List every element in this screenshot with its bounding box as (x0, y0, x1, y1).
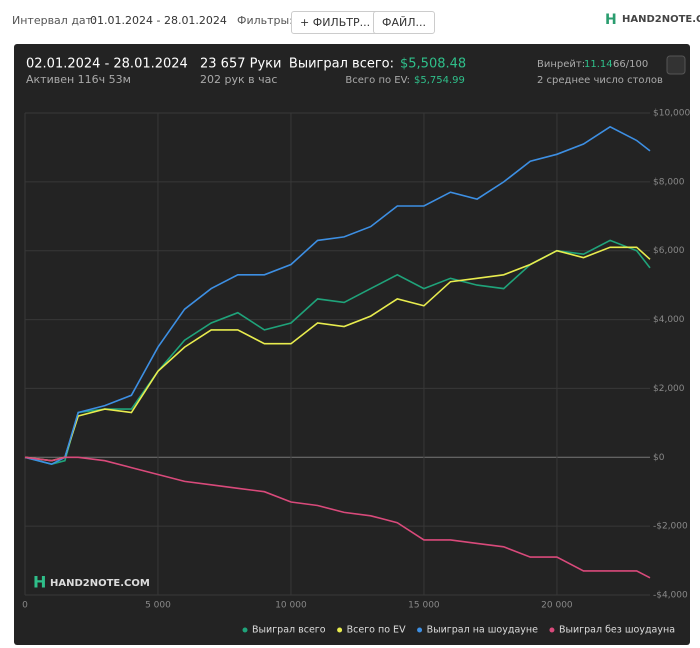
legend-marker (549, 627, 555, 633)
date-picker[interactable]: 01.01.2024 - 28.01.2024 (90, 14, 227, 27)
filter-button[interactable]: + ФИЛЬТР... (291, 11, 380, 34)
winrate-unit: 66/100 (613, 59, 648, 70)
tables: 2 среднее число столов (537, 75, 663, 86)
file-button-text: ФАЙЛ... (382, 16, 426, 29)
x-tick-label: 10 000 (275, 601, 307, 611)
series-line (24, 125, 651, 466)
y-tick-label: $2,000 (653, 384, 685, 394)
period: 02.01.2024 - 28.01.2024 (26, 57, 188, 72)
y-tick-label: $8,000 (653, 177, 685, 187)
y-tick-label: $10,000 (653, 109, 690, 119)
series-line (24, 456, 651, 579)
filters-label: Фильтры: (237, 14, 293, 27)
panel (14, 44, 690, 645)
ev-value: $5,754.99 (414, 75, 465, 86)
winrate-label: Винрейт: (537, 59, 585, 70)
won-label: Выиграл всего: (289, 57, 394, 72)
logo-icon: H (605, 12, 617, 28)
watermark: HAND2NOTE.COM (50, 578, 150, 589)
legend-label: Всего по EV (347, 625, 406, 636)
watermark-icon: H (33, 573, 46, 592)
x-tick-label: 20 000 (541, 601, 573, 611)
series-line (24, 239, 651, 466)
file-button[interactable]: ФАЙЛ... (373, 11, 435, 34)
legend-marker (417, 627, 423, 633)
legend-label: Выиграл всего (252, 625, 326, 636)
active-time: Активен 116ч 53м (26, 73, 131, 86)
hands-per-hour: 202 рук в час (200, 73, 277, 86)
y-tick-label: $4,000 (653, 315, 685, 325)
date-label: Интервал дат: (12, 14, 96, 27)
ev-label: Всего по EV: (345, 75, 410, 86)
y-tick-label: -$4,000 (653, 591, 688, 601)
x-tick-label: 15 000 (408, 601, 440, 611)
logo: HAND2NOTE.COM (622, 14, 700, 25)
filter-button-text: ФИЛЬТР... (312, 16, 371, 29)
toolbar: Интервал дат: 01.01.2024 - 28.01.2024 Фи… (0, 0, 700, 40)
legend-marker (337, 627, 343, 633)
won-value: $5,508.48 (400, 57, 466, 72)
legend-label: Выиграл без шоудауна (559, 625, 675, 636)
settings-button[interactable] (666, 55, 686, 75)
x-tick-label: 5 000 (145, 601, 171, 611)
hands: 23 657 Руки (200, 57, 281, 72)
legend-marker (242, 627, 248, 633)
winrate-value: 11.14 (584, 59, 613, 70)
y-tick-label: $6,000 (653, 246, 685, 256)
legend-label: Выиграл на шоудауне (427, 625, 539, 636)
series-line (24, 246, 651, 462)
y-tick-label: -$2,000 (653, 522, 688, 532)
x-tick-label: 0 (22, 601, 28, 611)
y-tick-label: $0 (653, 453, 665, 463)
